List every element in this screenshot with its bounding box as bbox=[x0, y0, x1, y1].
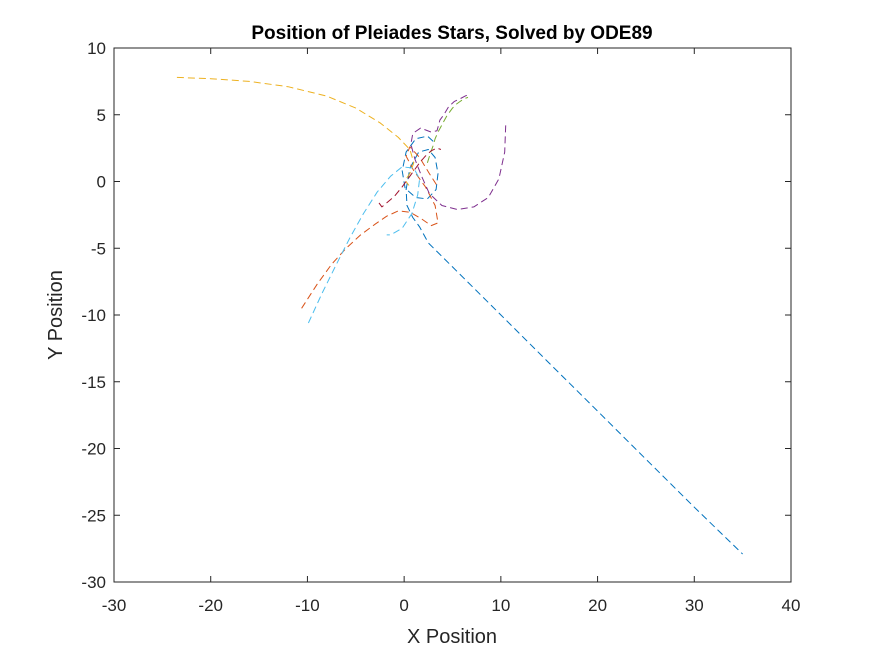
x-axis-title: X Position bbox=[407, 626, 497, 648]
series-line-2 bbox=[301, 146, 439, 309]
chart-title: Position of Pleiades Stars, Solved by OD… bbox=[251, 23, 652, 44]
series-line-5 bbox=[426, 96, 469, 163]
y-tick-label: 0 bbox=[97, 173, 106, 192]
y-tick-label: 10 bbox=[87, 39, 106, 58]
x-tick-label: -20 bbox=[198, 596, 223, 615]
y-axis-title: Y Position bbox=[45, 270, 67, 360]
y-tick-label: -20 bbox=[81, 440, 106, 459]
y-tick-label: -25 bbox=[81, 506, 106, 525]
series-line-7 bbox=[378, 147, 442, 208]
x-tick-label: -30 bbox=[102, 596, 127, 615]
series-line-4 bbox=[410, 94, 507, 210]
x-tick-label: 0 bbox=[399, 596, 408, 615]
x-tick-label: 10 bbox=[491, 596, 510, 615]
x-tick-label: 40 bbox=[782, 596, 801, 615]
series-line-6 bbox=[307, 166, 421, 324]
series-line-3 bbox=[176, 76, 415, 186]
x-tick-label: -10 bbox=[295, 596, 320, 615]
y-tick-label: -5 bbox=[91, 239, 106, 258]
x-tick-label: 30 bbox=[685, 596, 704, 615]
y-tick-label: -10 bbox=[81, 306, 106, 325]
series-layer bbox=[176, 76, 743, 555]
tick-layer: -30 -20 -10 0 10 20 30 40 10 5 0 -5 -10 -15 -20 -25 -30 bbox=[81, 39, 800, 615]
plot-area bbox=[114, 48, 791, 582]
x-tick-label: 20 bbox=[588, 596, 607, 615]
y-tick-label: -15 bbox=[81, 373, 106, 392]
series-line-1 bbox=[401, 135, 743, 555]
y-tick-label: 5 bbox=[97, 106, 106, 125]
y-tick-label: -30 bbox=[81, 573, 106, 592]
